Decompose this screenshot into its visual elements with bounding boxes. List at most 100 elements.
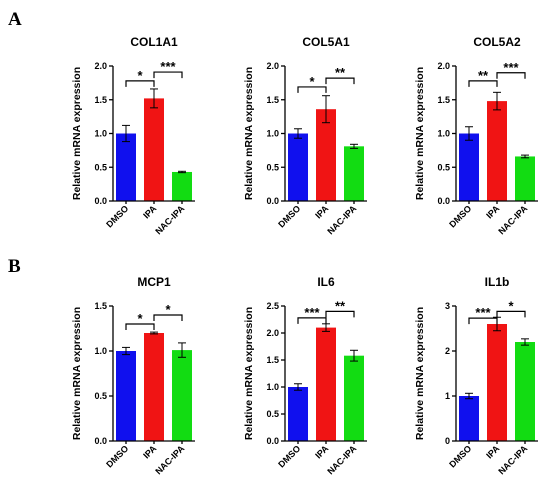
x-tick-label: DMSO <box>447 443 473 469</box>
chart-title: IL1b <box>485 275 510 289</box>
y-tick-label: 1.5 <box>94 301 107 311</box>
significance-bracket <box>125 80 155 87</box>
bar-dmso <box>288 133 308 201</box>
y-tick-label: 0.5 <box>266 162 279 172</box>
bar-nac-ipa <box>344 146 364 201</box>
bar-dmso <box>459 396 479 441</box>
significance-label: ** <box>335 65 346 80</box>
x-tick-label: NAC-IPA <box>325 203 358 236</box>
x-tick-label: IPA <box>141 203 159 221</box>
significance-bracket <box>153 314 183 321</box>
y-tick-label: 1.5 <box>437 95 450 105</box>
chart-col5a1: COL5A1 Relative mRNA expression 0.0 0.5 1.0 1… <box>243 35 367 236</box>
x-tick-label: IPA <box>484 443 502 461</box>
significance-label: * <box>165 302 171 317</box>
y-tick-label: 1.0 <box>437 129 450 139</box>
y-tick-label: 0.0 <box>94 436 107 446</box>
charts: COL1A1 Relative mRNA expression 0.0 0.5 1.0 1… <box>71 35 538 476</box>
significance-label: *** <box>160 59 176 74</box>
bar-dmso <box>288 387 308 441</box>
x-tick-label: DMSO <box>447 203 473 229</box>
y-tick-label: 1.0 <box>94 129 107 139</box>
y-tick-label: 1.5 <box>266 95 279 105</box>
bar-ipa <box>144 333 164 441</box>
significance-label: *** <box>503 60 519 75</box>
y-tick-label: 1.0 <box>266 382 279 392</box>
x-tick-label: NAC-IPA <box>496 203 529 236</box>
y-axis-label: Relative mRNA expression <box>243 307 255 440</box>
significance-bracket <box>496 310 526 318</box>
significance-label: * <box>137 311 143 326</box>
chart-il6: IL6 Relative mRNA expression 0.0 0.5 1.0 1.5 2… <box>243 275 367 476</box>
chart-mcp1: MCP1 Relative mRNA expression 0.0 0.5 1.0 1.5… <box>71 275 195 476</box>
y-tick-label: 0.0 <box>266 196 279 206</box>
bar-nac-ipa <box>172 350 192 441</box>
y-tick-label: 1.0 <box>266 129 279 139</box>
panel-letter-b: B <box>8 256 21 277</box>
significance-label: * <box>508 298 514 313</box>
y-tick-label: 0.5 <box>437 162 450 172</box>
y-tick-label: 0.0 <box>94 196 107 206</box>
significance-bracket <box>297 317 327 324</box>
bar-dmso <box>116 351 136 441</box>
x-tick-label: NAC-IPA <box>325 443 358 476</box>
significance-label: ** <box>478 68 489 83</box>
bar-ipa <box>316 327 336 441</box>
x-tick-label: NAC-IPA <box>153 203 186 236</box>
significance-bracket <box>325 310 355 318</box>
x-tick-label: DMSO <box>104 443 130 469</box>
x-tick-label: NAC-IPA <box>496 443 529 476</box>
panel-letter-a: A <box>8 9 22 30</box>
y-tick-label: 2 <box>445 346 450 356</box>
significance-label: * <box>137 68 143 83</box>
x-tick-label: NAC-IPA <box>153 443 186 476</box>
chart-title: COL1A1 <box>130 35 178 49</box>
bar-nac-ipa <box>344 355 364 441</box>
y-axis-label: Relative mRNA expression <box>71 307 83 440</box>
bar-ipa <box>316 109 336 201</box>
bar-nac-ipa <box>515 156 535 201</box>
y-tick-label: 1.5 <box>94 95 107 105</box>
chart-col1a1: COL1A1 Relative mRNA expression 0.0 0.5 1.0 1… <box>71 35 195 236</box>
chart-title: MCP1 <box>137 275 171 289</box>
bar-nac-ipa <box>515 342 535 441</box>
y-tick-label: 2.0 <box>266 328 279 338</box>
y-axis-label: Relative mRNA expression <box>414 307 426 440</box>
y-tick-label: 1 <box>445 391 450 401</box>
significance-bracket <box>153 71 183 79</box>
significance-bracket <box>468 317 498 325</box>
y-tick-label: 1.5 <box>266 355 279 365</box>
x-tick-label: IPA <box>313 443 331 461</box>
y-tick-label: 2.0 <box>94 61 107 71</box>
significance-bracket <box>325 77 355 85</box>
y-axis-label: Relative mRNA expression <box>243 67 255 200</box>
significance-bracket <box>297 86 327 93</box>
x-tick-label: IPA <box>484 203 502 221</box>
y-tick-label: 2.0 <box>437 61 450 71</box>
x-tick-label: IPA <box>313 203 331 221</box>
y-tick-label: 3 <box>445 301 450 311</box>
bar-ipa <box>487 101 507 201</box>
significance-label: *** <box>475 305 491 320</box>
chart-title: IL6 <box>317 275 335 289</box>
x-tick-label: IPA <box>141 443 159 461</box>
chart-il1b: IL1b Relative mRNA expression 0 1 2 3 DMSO IPAN… <box>414 275 538 476</box>
y-tick-label: 0.5 <box>94 162 107 172</box>
significance-bracket <box>125 323 155 330</box>
chart-col5a2: COL5A2 Relative mRNA expression 0.0 0.5 1.0 1… <box>414 35 538 236</box>
bar-dmso <box>116 133 136 201</box>
bar-ipa <box>487 324 507 441</box>
significance-bracket <box>468 80 498 87</box>
y-axis-label: Relative mRNA expression <box>71 67 83 200</box>
bar-dmso <box>459 133 479 201</box>
y-tick-label: 0.0 <box>266 436 279 446</box>
y-tick-label: 2.0 <box>266 61 279 71</box>
y-tick-label: 2.5 <box>266 301 279 311</box>
y-tick-label: 0.5 <box>94 391 107 401</box>
y-tick-label: 0.5 <box>266 409 279 419</box>
significance-label: ** <box>335 298 346 313</box>
y-tick-label: 1.0 <box>94 346 107 356</box>
x-tick-label: DMSO <box>276 443 302 469</box>
significance-label: *** <box>304 305 320 320</box>
